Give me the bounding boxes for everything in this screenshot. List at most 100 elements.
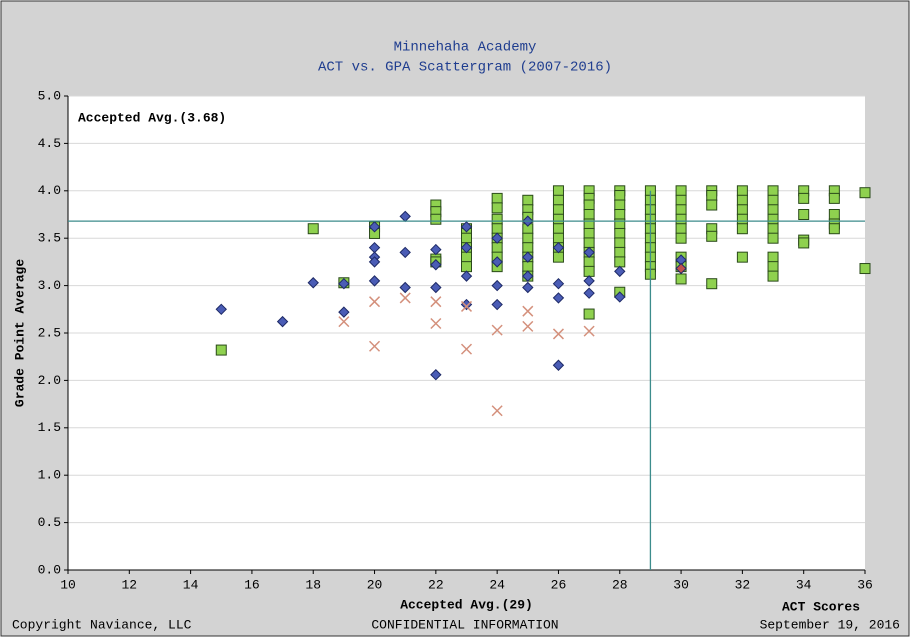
footer-center: CONFIDENTIAL INFORMATION — [371, 617, 558, 632]
point — [552, 251, 564, 263]
point — [522, 232, 534, 244]
x-tick-label: 36 — [857, 577, 873, 592]
point — [552, 232, 564, 244]
x-tick-label: 26 — [551, 577, 567, 592]
point — [583, 256, 595, 268]
point — [491, 192, 503, 204]
point — [369, 340, 381, 352]
point — [828, 192, 840, 204]
point — [583, 275, 595, 287]
point — [491, 223, 503, 235]
y-axis-label: Grade Point Average — [12, 259, 27, 407]
point — [614, 190, 626, 202]
point — [522, 305, 534, 317]
point — [491, 213, 503, 225]
point — [706, 190, 718, 202]
point — [767, 270, 779, 282]
reference-label: Accepted Avg.(3.68) — [78, 110, 226, 125]
point — [430, 243, 442, 256]
point — [583, 325, 595, 337]
point — [522, 270, 534, 282]
x-tick-label: 22 — [428, 577, 444, 592]
point — [552, 194, 564, 206]
point — [491, 298, 503, 311]
point — [828, 209, 840, 220]
x-axis-label: ACT Scores — [782, 599, 860, 614]
point — [614, 199, 626, 211]
y-tick-label: 5.0 — [38, 88, 61, 103]
point — [491, 405, 503, 417]
point — [552, 328, 564, 340]
point — [583, 227, 595, 239]
y-tick-label: 0.5 — [38, 515, 61, 530]
point — [583, 246, 595, 259]
x-tick-label: 28 — [612, 577, 628, 592]
point — [859, 263, 871, 275]
point — [430, 369, 442, 381]
point — [552, 223, 564, 235]
point — [552, 213, 564, 225]
x-tick-label: 24 — [489, 577, 505, 592]
point — [552, 359, 565, 371]
chart-title: Minnehaha Academy — [394, 40, 537, 56]
point — [430, 317, 442, 330]
point — [798, 192, 810, 204]
x-tick-label: 32 — [735, 577, 751, 592]
point — [430, 213, 442, 225]
point — [552, 277, 565, 290]
point — [338, 277, 350, 290]
point — [491, 256, 503, 268]
point — [552, 185, 564, 197]
point — [215, 344, 227, 356]
point — [583, 199, 595, 211]
point — [369, 296, 381, 308]
y-tick-label: 3.5 — [38, 231, 61, 246]
point — [798, 209, 810, 220]
point — [399, 292, 411, 304]
point — [706, 278, 718, 290]
point — [307, 277, 319, 289]
point — [522, 281, 534, 294]
point — [460, 221, 473, 233]
point — [338, 316, 350, 328]
point — [552, 204, 564, 216]
y-tick-label: 4.5 — [38, 136, 61, 151]
point — [368, 256, 381, 268]
point — [767, 185, 779, 197]
point — [614, 218, 626, 230]
point — [460, 300, 473, 312]
point — [706, 199, 718, 211]
y-tick-label: 1.5 — [38, 420, 61, 435]
point — [859, 187, 871, 199]
point — [491, 202, 503, 214]
point — [522, 320, 534, 332]
point — [430, 281, 442, 294]
point — [706, 230, 718, 242]
y-tick-label: 0.0 — [38, 562, 61, 577]
footer-left: Copyright Naviance, LLC — [12, 617, 192, 632]
point — [767, 194, 779, 206]
point — [614, 209, 626, 220]
y-tick-label: 1.0 — [38, 468, 61, 483]
point — [736, 223, 748, 235]
point — [307, 223, 319, 235]
y-tick-label: 2.0 — [38, 373, 61, 388]
reference-label: Accepted Avg.(29) — [400, 597, 533, 612]
point — [767, 232, 779, 244]
point — [675, 204, 687, 216]
point — [736, 185, 748, 197]
x-tick-label: 14 — [183, 577, 199, 592]
y-tick-label: 4.0 — [38, 183, 61, 198]
point — [736, 251, 748, 263]
x-tick-label: 30 — [673, 577, 689, 592]
point — [522, 194, 534, 206]
point — [552, 241, 565, 254]
point — [675, 213, 687, 225]
point — [675, 223, 687, 235]
point — [491, 232, 503, 244]
point — [461, 251, 472, 263]
point — [522, 261, 534, 273]
point — [368, 221, 381, 233]
point — [767, 204, 779, 216]
point — [460, 270, 473, 282]
